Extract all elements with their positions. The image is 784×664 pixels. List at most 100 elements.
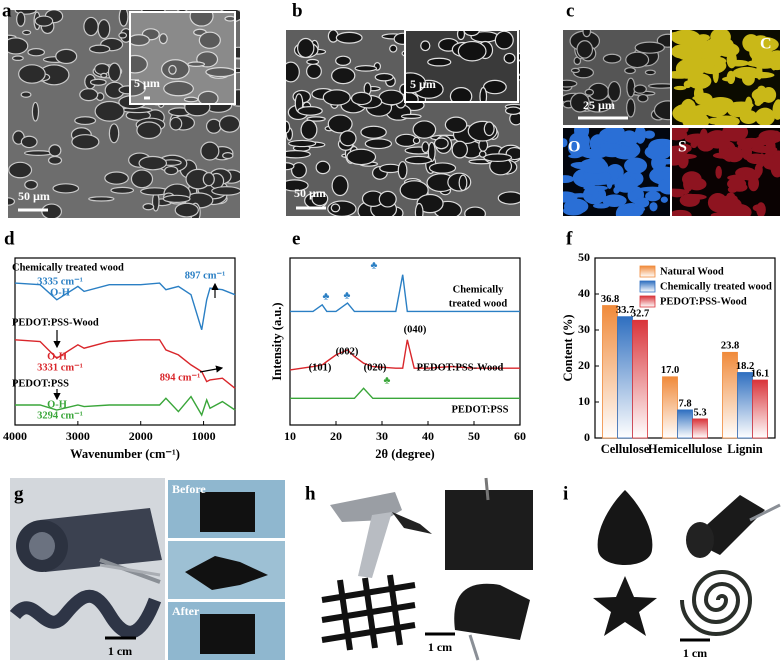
- micrograph-texture: [648, 83, 670, 89]
- photo-h-part: [484, 477, 490, 501]
- y-tick-label: 30: [578, 322, 590, 336]
- micrograph-texture: [649, 202, 658, 212]
- micrograph-texture: [712, 115, 740, 125]
- micrograph-texture: [563, 138, 568, 148]
- micrograph-texture: [503, 52, 516, 64]
- micrograph-texture: [614, 175, 638, 193]
- annotation: O-H: [50, 287, 70, 298]
- micrograph-texture: [198, 31, 221, 49]
- plot-frame: [289, 257, 521, 426]
- micrograph-texture: [582, 30, 592, 38]
- micrograph-texture: [71, 134, 100, 150]
- micrograph-texture: [504, 106, 520, 115]
- y-tick-label: 10: [578, 394, 590, 408]
- micrograph-texture: [728, 101, 754, 110]
- annotation: Chemically treated wood: [12, 262, 124, 273]
- photo-g-part: [200, 492, 255, 532]
- micrograph-texture: [596, 171, 611, 182]
- micrograph-texture: [732, 66, 761, 80]
- micrograph-texture: [218, 115, 240, 133]
- y-axis-label: Intensity (a.u.): [270, 302, 284, 380]
- spectrum: [14, 339, 236, 389]
- micrograph-texture: [89, 78, 107, 86]
- micrograph-texture: [464, 206, 486, 216]
- micrograph-texture: [8, 37, 29, 55]
- micrograph-texture: [497, 191, 520, 205]
- annotation: Chemically: [453, 284, 504, 295]
- value-label: 18.2: [736, 361, 754, 372]
- micrograph-texture: [138, 155, 168, 171]
- micrograph: [672, 128, 780, 216]
- micrograph-texture: [335, 31, 363, 44]
- micrograph-texture: [653, 100, 670, 121]
- panel-label: h: [305, 483, 316, 504]
- micrograph-texture: [88, 196, 115, 202]
- micrograph-texture: [197, 90, 219, 104]
- photo-g-part: [99, 563, 161, 577]
- micrograph: [130, 12, 235, 104]
- micrograph-texture: [34, 15, 54, 27]
- micrograph-texture: [306, 63, 322, 80]
- bar: [677, 409, 693, 439]
- scale-label: 25 µm: [583, 98, 615, 112]
- x-tick-label: 10: [284, 429, 296, 443]
- micrograph-texture: [456, 30, 466, 41]
- micrograph-texture: [297, 37, 315, 59]
- photo-g: [9, 478, 285, 660]
- micrograph-texture: [761, 87, 777, 103]
- micrograph-texture: [22, 29, 32, 36]
- micrograph-texture: [118, 32, 128, 39]
- micrograph-texture: [142, 203, 155, 211]
- photo-h: [321, 477, 533, 661]
- micrograph-texture: [687, 177, 707, 191]
- micrograph-texture: [770, 159, 780, 178]
- scale-label: 50 µm: [294, 186, 326, 200]
- micrograph-texture: [405, 72, 426, 94]
- inset-frame: [129, 11, 236, 105]
- legend-swatch: [639, 280, 656, 293]
- photo-g-part: [40, 508, 162, 572]
- micrograph-texture: [205, 66, 235, 78]
- micrograph-texture: [286, 61, 300, 83]
- photo-h-part: [445, 490, 533, 570]
- micrograph-texture: [427, 141, 436, 163]
- plot-frame: [14, 257, 236, 426]
- micrograph: [563, 30, 670, 125]
- micrograph-texture: [331, 67, 356, 85]
- photo-i-part: [680, 570, 753, 636]
- annotation: (020): [364, 362, 387, 373]
- spectrum: [289, 339, 520, 371]
- micrograph-texture: [397, 161, 408, 180]
- micrograph-texture: [563, 198, 589, 215]
- micrograph-texture: [672, 31, 698, 36]
- photo-h-part-part: [387, 574, 403, 646]
- micrograph-texture: [20, 135, 38, 149]
- photo-caption: After: [172, 604, 200, 618]
- photo-g-part: [29, 532, 55, 560]
- micrograph-texture: [634, 41, 665, 54]
- annotation: 3294 cm⁻¹: [37, 410, 83, 421]
- photo-h-part-part: [362, 577, 378, 649]
- annotation: treated wood: [449, 298, 508, 309]
- micrograph-texture: [643, 130, 655, 139]
- micrograph-texture: [412, 136, 421, 145]
- micrograph-texture: [389, 44, 398, 53]
- micrograph-texture: [615, 204, 634, 216]
- micrograph-texture: [458, 174, 468, 191]
- x-tick-label: 60: [514, 429, 526, 443]
- micrograph-texture: [20, 91, 32, 98]
- value-label: 33.7: [616, 305, 634, 316]
- annotation: ♣: [384, 375, 391, 386]
- micrograph: [672, 30, 780, 125]
- micrograph-texture: [414, 202, 424, 216]
- micrograph-texture: [569, 92, 590, 113]
- legend-label: Chemically treated wood: [660, 281, 772, 292]
- micrograph-texture: [300, 119, 318, 140]
- micrograph-texture: [774, 99, 780, 114]
- inset-frame: [404, 29, 519, 103]
- photo-g-part: [200, 614, 255, 654]
- legend-swatch: [639, 295, 656, 308]
- micrograph-texture: [288, 139, 317, 148]
- micrograph-texture: [108, 123, 120, 144]
- annotation: PEDOT:PSS-Wood: [12, 317, 99, 328]
